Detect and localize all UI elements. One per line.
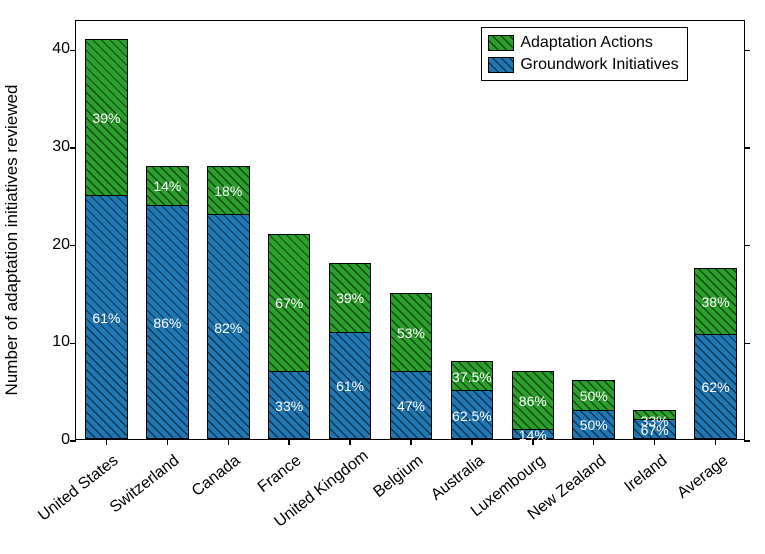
y-tick-label: 20 [52, 236, 70, 254]
y-tick-mark [744, 147, 750, 149]
bar-pct-adaptation: 50% [573, 388, 614, 404]
bar-pct-groundwork: 82% [208, 320, 249, 336]
y-axis-label: Number of adaptation initiatives reviewe… [2, 85, 22, 396]
legend-row-groundwork: Groundwork Initiatives [488, 54, 678, 76]
y-tick-label: 40 [52, 40, 70, 58]
y-tick-mark [744, 50, 750, 52]
bar-groundwork: 61% [329, 332, 372, 439]
legend: Adaptation Actions Groundwork Initiative… [481, 27, 687, 81]
chart-container: Number of adaptation initiatives reviewe… [0, 0, 765, 554]
bar-groundwork: 82% [207, 214, 250, 439]
bar-adaptation: 14% [146, 166, 189, 205]
x-tick-mark [410, 439, 412, 445]
bar-adaptation: 38% [694, 268, 737, 333]
y-tick-label: 30 [52, 138, 70, 156]
bar-pct-adaptation: 38% [695, 294, 736, 310]
legend-swatch-groundwork [488, 57, 514, 73]
bar-pct-groundwork: 62% [695, 379, 736, 395]
bar-pct-groundwork: 50% [573, 417, 614, 433]
bar-pct-groundwork: 33% [269, 398, 310, 414]
y-tick-mark [744, 245, 750, 247]
plot-area: Adaptation Actions Groundwork Initiative… [75, 20, 745, 440]
bar-pct-adaptation: 14% [147, 178, 188, 194]
bar-adaptation: 37.5% [451, 361, 494, 390]
bar-pct-adaptation: 39% [330, 290, 371, 306]
x-tick-mark [715, 439, 717, 445]
x-tick-mark [471, 439, 473, 445]
bar-groundwork: 47% [390, 371, 433, 439]
bar-adaptation: 53% [390, 293, 433, 371]
bar-pct-groundwork: 61% [86, 310, 127, 326]
bar-pct-groundwork: 47% [391, 398, 432, 414]
bar-pct-groundwork: 62.5% [452, 408, 493, 424]
legend-row-adaptation: Adaptation Actions [488, 32, 678, 54]
x-tick-mark [593, 439, 595, 445]
bar-groundwork: 61% [85, 195, 128, 439]
bar-pct-adaptation: 37.5% [452, 369, 493, 385]
bar-adaptation: 67% [268, 234, 311, 371]
bar-pct-groundwork: 86% [147, 315, 188, 331]
bar-groundwork: 86% [146, 205, 189, 439]
bar-adaptation: 33% [633, 410, 676, 420]
x-tick-mark [654, 439, 656, 445]
x-tick-mark [532, 439, 534, 445]
x-tick-mark [288, 439, 290, 445]
y-tick-mark [744, 343, 750, 345]
bar-groundwork: 33% [268, 371, 311, 439]
y-tick-label: 0 [61, 431, 70, 449]
x-tick-mark [106, 439, 108, 445]
y-tick-label: 10 [52, 333, 70, 351]
bar-adaptation: 18% [207, 166, 250, 215]
bar-adaptation: 39% [329, 263, 372, 331]
x-tick-mark [349, 439, 351, 445]
x-tick-mark [228, 439, 230, 445]
legend-swatch-adaptation [488, 35, 514, 51]
x-tick-mark [167, 439, 169, 445]
bar-adaptation: 86% [512, 371, 555, 430]
y-tick-mark [70, 245, 76, 247]
bar-groundwork: 62.5% [451, 390, 494, 439]
bar-groundwork: 62% [694, 334, 737, 439]
bar-adaptation: 39% [85, 39, 128, 195]
legend-label-adaptation: Adaptation Actions [520, 32, 653, 54]
bar-adaptation: 50% [572, 380, 615, 409]
y-tick-mark [70, 147, 76, 149]
bar-pct-adaptation: 39% [86, 110, 127, 126]
y-tick-mark [70, 50, 76, 52]
bar-groundwork: 50% [572, 410, 615, 439]
bar-pct-adaptation: 18% [208, 183, 249, 199]
bar-pct-adaptation: 33% [634, 413, 675, 429]
bar-pct-adaptation: 67% [269, 295, 310, 311]
y-tick-mark [70, 440, 76, 442]
y-tick-mark [744, 440, 750, 442]
bar-pct-adaptation: 86% [513, 393, 554, 409]
legend-label-groundwork: Groundwork Initiatives [520, 54, 678, 76]
bar-pct-adaptation: 53% [391, 325, 432, 341]
y-tick-mark [70, 343, 76, 345]
bar-groundwork: 14% [512, 429, 555, 439]
bar-pct-groundwork: 61% [330, 378, 371, 394]
